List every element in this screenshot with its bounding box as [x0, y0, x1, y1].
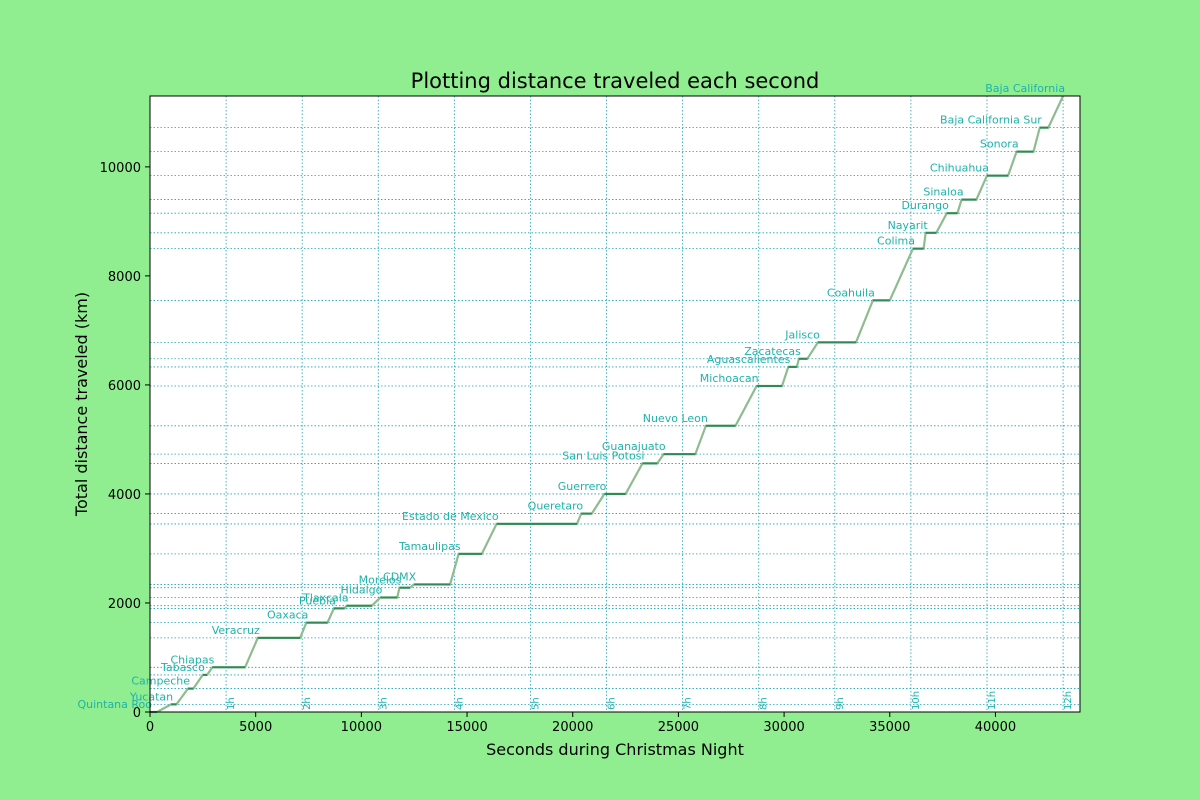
plot-area [150, 96, 1080, 712]
x-tick-label: 0 [146, 720, 154, 735]
stop-label: Aguascalientes [707, 353, 791, 366]
y-tick-label: 4000 [108, 488, 141, 503]
stop-label: Michoacan [700, 372, 759, 385]
stop-label: Tamaulipas [398, 540, 461, 553]
x-tick-label: 25000 [658, 720, 699, 735]
stop-label: Chihuahua [930, 162, 989, 175]
y-tick-label: 10000 [100, 161, 141, 176]
hour-label: 9h [835, 697, 846, 710]
x-axis-label: Seconds during Christmas Night [486, 740, 744, 759]
stop-label: Sonora [980, 138, 1019, 151]
chart-title: Plotting distance traveled each second [411, 69, 820, 93]
x-tick-label: 10000 [341, 720, 382, 735]
stop-label: Hidalgo [341, 584, 383, 597]
hour-label: 10h [911, 691, 922, 710]
x-tick-label: 30000 [763, 720, 804, 735]
hour-label: 12h [1063, 691, 1074, 710]
stop-label: Nayarit [888, 219, 929, 232]
x-tick-label: 40000 [975, 720, 1016, 735]
stop-label: Guerrero [558, 480, 607, 493]
y-axis-label: Total distance traveled (km) [72, 292, 91, 517]
hour-labels: 1h 2h 3h 4h 5h 6h 7h 8h 9h 10h 11h 12h [226, 691, 1074, 710]
stop-label: Estado de Mexico [402, 510, 499, 523]
y-tick-label: 2000 [108, 597, 141, 612]
stop-label: Morelos [359, 574, 402, 587]
stop-label: Queretaro [528, 500, 584, 513]
stop-label: Nuevo Leon [643, 412, 708, 425]
stop-label: Durango [901, 199, 949, 212]
y-tick-label: 6000 [108, 379, 141, 394]
x-tick-label: 20000 [552, 720, 593, 735]
x-axis-ticks: 0 5000 10000 15000 20000 25000 30000 35000 40000 [146, 712, 1016, 735]
stop-label: Tlaxcala [302, 592, 348, 605]
hour-label: 5h [530, 697, 541, 710]
x-tick-label: 5000 [239, 720, 272, 735]
stop-label: Baja California Sur [940, 114, 1042, 127]
hour-label: 1h [226, 697, 237, 710]
y-tick-label: 8000 [108, 270, 141, 285]
stop-label: Sinaloa [923, 186, 963, 199]
plot-frame [149, 95, 1081, 713]
stop-label: Zacatecas [744, 345, 801, 358]
y-axis-ticks: 0 2000 4000 6000 8000 10000 [100, 161, 150, 721]
stop-label: San Luis Potosi [562, 449, 644, 462]
x-tick-label: 15000 [446, 720, 487, 735]
hour-label: 8h [759, 697, 770, 710]
stop-label: Veracruz [212, 624, 260, 637]
stop-label: Puebla [299, 594, 336, 607]
x-tick-label: 35000 [869, 720, 910, 735]
series-lines [150, 95, 1065, 714]
stop-label: CDMX [383, 570, 417, 583]
hour-label: 11h [987, 691, 998, 710]
hour-label: 2h [302, 697, 313, 710]
stop-label: Tabasco [160, 661, 205, 674]
y-tick-label: 0 [133, 706, 141, 721]
stop-label: Campeche [131, 675, 190, 688]
stop-label: Oaxaca [267, 609, 308, 622]
hour-label: 4h [454, 697, 465, 710]
stop-label: Colima [877, 235, 915, 248]
hour-label: 7h [683, 697, 694, 710]
stop-label: Chiapas [170, 653, 214, 666]
hour-label: 6h [607, 697, 618, 710]
stop-label: Jalisco [784, 328, 820, 341]
hour-label: 3h [378, 697, 389, 710]
stop-label: Coahuila [827, 286, 875, 299]
stop-label: Baja California [985, 82, 1065, 95]
stop-label: Guanajuato [602, 440, 666, 453]
stop-label: Yucatan [129, 690, 173, 703]
stop-label: Quintana Roo [77, 698, 152, 711]
